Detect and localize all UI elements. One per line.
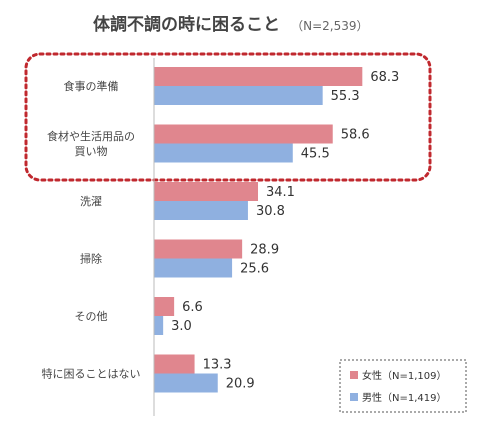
bar	[154, 297, 175, 316]
chart-title-main: 体調不調の時に困ること	[93, 14, 280, 35]
bar	[154, 354, 195, 374]
bars-group: 食事の準備 68.3 55.3 食材や生活用品の買い物 58.6 45.5 洗濯 34.1 30…	[24, 52, 432, 416]
bar-value-label: 28.9	[250, 243, 279, 258]
highlight-box	[24, 52, 432, 182]
category-label: 食事の準備	[64, 79, 119, 93]
legend-swatch	[350, 393, 358, 401]
bar	[154, 373, 218, 393]
category-label: その他	[75, 310, 108, 323]
bar	[154, 143, 293, 163]
bar	[154, 239, 243, 259]
bar-value-label: 58.6	[341, 128, 370, 143]
legend-label: 男性（N=1,419）	[362, 391, 447, 404]
bar	[154, 124, 333, 144]
bar-value-label: 45.5	[301, 147, 330, 162]
bar-value-label: 13.3	[203, 358, 232, 373]
bar-value-label: 25.6	[240, 262, 269, 277]
legend-label: 女性（N=1,109）	[362, 369, 447, 382]
legend-swatch	[350, 371, 358, 379]
bar-value-label: 6.6	[182, 300, 203, 315]
bar-value-label: 68.3	[370, 70, 399, 85]
category-label: 洗濯	[80, 195, 102, 208]
bar-value-label: 55.3	[331, 89, 360, 104]
legend-box	[339, 359, 467, 413]
legend: 女性（N=1,109） 男性（N=1,419）	[339, 359, 467, 413]
bar	[154, 67, 363, 86]
bar-value-label: 3.0	[171, 319, 192, 334]
bar-value-label: 20.9	[226, 377, 255, 392]
bar	[154, 86, 323, 105]
bar	[154, 182, 259, 201]
category-label: 掃除	[80, 252, 102, 266]
bar	[154, 316, 164, 335]
category-label: 特に困ることはない	[42, 367, 141, 381]
bar-value-label: 30.8	[256, 204, 285, 219]
bar	[154, 258, 233, 278]
category-label: 食材や生活用品の買い物	[47, 129, 135, 158]
bar	[154, 201, 248, 220]
bar-value-label: 34.1	[266, 185, 295, 200]
chart-subtitle: （N=2,539）	[291, 19, 368, 33]
chart-title: 体調不調の時に困ること （N=2,539）	[93, 14, 368, 35]
